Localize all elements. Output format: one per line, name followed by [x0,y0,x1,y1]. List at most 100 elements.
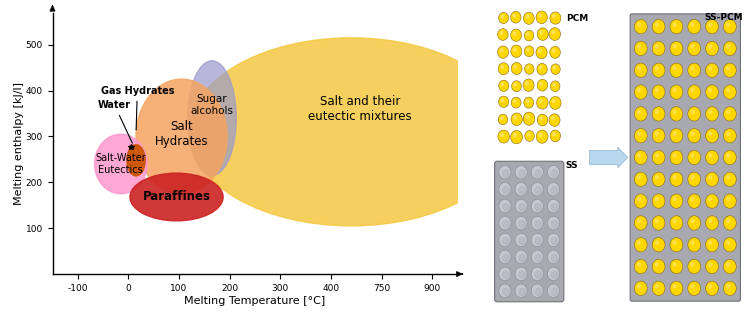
Circle shape [498,114,508,125]
Circle shape [551,220,558,228]
Circle shape [634,216,647,230]
Circle shape [512,62,522,74]
Circle shape [511,113,522,126]
Circle shape [513,14,515,17]
Circle shape [526,49,529,51]
Circle shape [638,110,640,113]
Circle shape [724,20,736,34]
Circle shape [724,259,736,274]
Circle shape [709,23,712,26]
Y-axis label: Melting enthalpy [kJ/l]: Melting enthalpy [kJ/l] [14,82,24,205]
Circle shape [499,182,511,196]
Circle shape [519,254,525,262]
Circle shape [688,107,700,121]
Circle shape [497,46,508,58]
Circle shape [634,63,647,77]
Circle shape [634,259,647,274]
Circle shape [499,199,511,213]
Circle shape [691,45,694,48]
Circle shape [638,89,640,92]
Circle shape [706,129,718,143]
Circle shape [552,31,554,34]
Circle shape [656,198,658,201]
Circle shape [706,259,718,274]
Circle shape [551,271,558,278]
Circle shape [553,83,555,86]
Circle shape [519,237,525,245]
Circle shape [691,110,694,113]
Circle shape [688,20,700,34]
Circle shape [652,129,665,143]
Circle shape [499,250,511,264]
Circle shape [656,23,658,26]
Circle shape [514,100,516,102]
Circle shape [514,116,517,119]
Circle shape [706,172,718,186]
Circle shape [727,45,730,48]
Circle shape [638,285,640,288]
Circle shape [706,20,718,34]
Circle shape [536,46,548,59]
Circle shape [501,83,503,86]
Circle shape [691,176,694,179]
Circle shape [499,267,511,281]
Circle shape [638,176,640,179]
Circle shape [674,198,676,201]
Circle shape [551,117,554,120]
Circle shape [691,23,694,26]
Circle shape [515,284,527,298]
Circle shape [536,11,548,24]
Circle shape [691,89,694,92]
Circle shape [515,250,527,264]
Circle shape [537,28,548,40]
Circle shape [638,132,640,135]
Circle shape [501,99,503,102]
Circle shape [674,89,676,92]
Circle shape [511,29,521,41]
Circle shape [670,238,682,252]
Circle shape [674,67,676,70]
Circle shape [511,130,523,144]
Circle shape [531,284,543,298]
FancyArrow shape [590,147,628,168]
Circle shape [674,132,676,135]
Circle shape [691,67,694,70]
FancyBboxPatch shape [630,14,740,301]
Circle shape [503,288,509,295]
Circle shape [634,238,647,252]
Circle shape [548,216,560,230]
Circle shape [638,154,640,157]
Circle shape [674,285,676,288]
Circle shape [550,46,560,58]
Circle shape [531,216,543,230]
Circle shape [634,150,647,165]
Circle shape [670,172,682,186]
Circle shape [499,233,511,247]
Circle shape [551,254,558,262]
Circle shape [670,259,682,274]
Circle shape [539,133,542,136]
Circle shape [519,203,525,211]
Circle shape [670,150,682,165]
Circle shape [727,285,730,288]
Circle shape [526,66,530,69]
Circle shape [706,238,718,252]
Circle shape [537,96,548,109]
Circle shape [688,41,700,56]
Circle shape [540,117,542,120]
Circle shape [706,194,718,208]
Circle shape [634,172,647,186]
Circle shape [531,199,543,213]
Circle shape [535,288,542,295]
Circle shape [674,219,676,222]
Circle shape [535,271,542,278]
Circle shape [727,67,730,70]
Circle shape [691,154,694,157]
Circle shape [688,85,700,99]
Text: Gas Hydrates: Gas Hydrates [100,86,174,130]
Circle shape [691,132,694,135]
Circle shape [670,216,682,230]
Circle shape [550,64,560,74]
Circle shape [706,216,718,230]
Circle shape [688,238,700,252]
